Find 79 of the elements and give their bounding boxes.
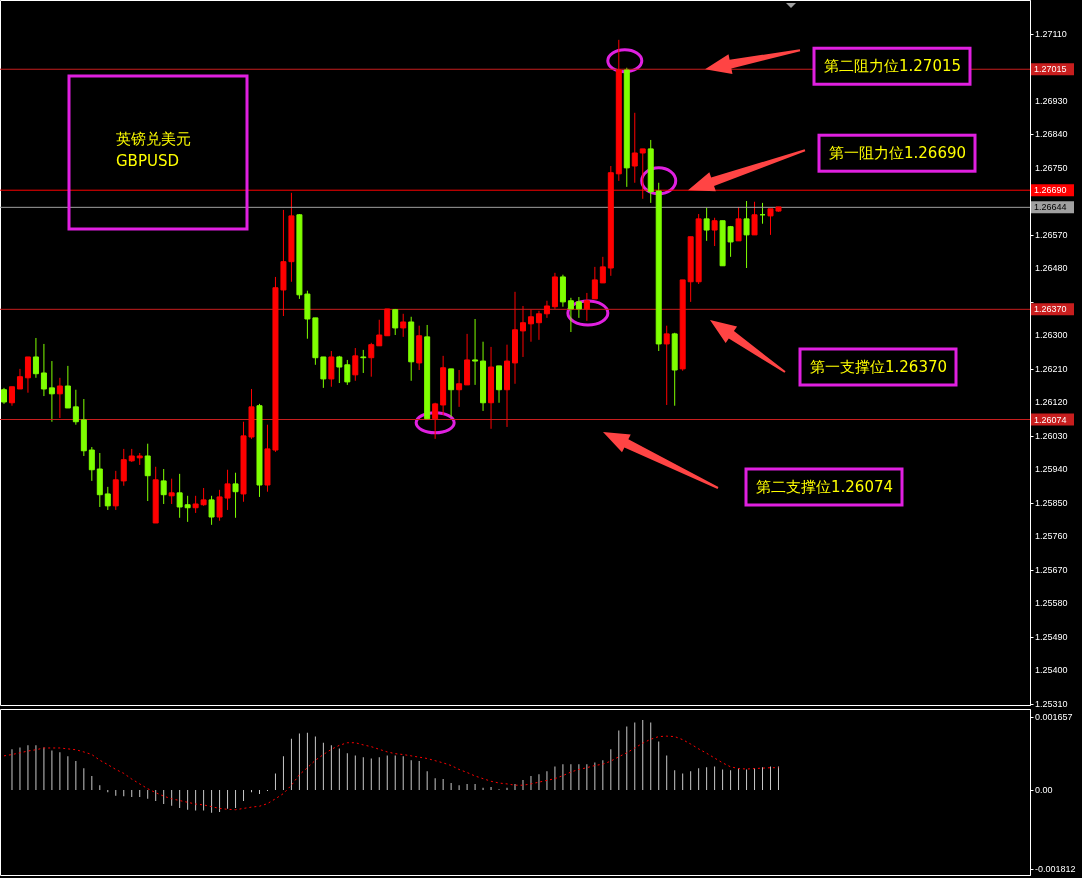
- y-tick-label: 1.26120: [1035, 397, 1068, 408]
- candlestick: [583, 292, 590, 322]
- candlestick: [751, 201, 758, 236]
- y-tick-label: 1.26480: [1035, 263, 1068, 274]
- annotation: 第一阻力位1.26690: [829, 144, 967, 163]
- candlestick: [527, 309, 534, 343]
- candlestick: [360, 349, 367, 374]
- candlestick: [40, 343, 47, 397]
- candlestick: [631, 112, 638, 184]
- y-tick-label: 0.001657: [1035, 712, 1073, 723]
- candlestick: [567, 297, 574, 333]
- text: GBPUSD: [116, 152, 180, 170]
- candlestick: [72, 389, 79, 426]
- candlestick: [48, 360, 55, 423]
- candlestick: [448, 368, 455, 418]
- y-tick-label: 1.25940: [1035, 464, 1068, 475]
- ref-line-label: 1.26644: [1034, 202, 1067, 213]
- candlestick: [472, 318, 479, 386]
- candlestick: [368, 342, 375, 378]
- candlestick: [168, 478, 175, 505]
- y-tick-label: 1.25760: [1035, 531, 1068, 542]
- candlestick: [392, 308, 399, 336]
- candlestick: [24, 356, 31, 394]
- y-tick-label: 1.26750: [1035, 162, 1068, 173]
- ref-line-label: 1.26370: [1034, 304, 1067, 315]
- candlestick: [336, 355, 343, 384]
- candlestick: [120, 448, 127, 487]
- candlestick: [591, 266, 598, 300]
- annotation: 第一支撑位1.26370: [810, 358, 948, 376]
- y-tick-label: 1.26840: [1035, 129, 1068, 140]
- ref-line-label: 1.26074: [1034, 414, 1067, 425]
- ref-line-label: 1.26690: [1034, 185, 1067, 196]
- y-tick-label: 1.25310: [1035, 698, 1068, 709]
- y-tick-label: 1.25580: [1035, 598, 1068, 609]
- candlestick: [400, 313, 407, 338]
- candlestick: [144, 443, 151, 502]
- y-tick-label: 1.26300: [1035, 330, 1068, 341]
- y-tick-label: 1.27110: [1035, 28, 1067, 39]
- candlestick: [543, 300, 550, 319]
- candlestick: [456, 369, 463, 408]
- candlestick: [104, 486, 111, 511]
- y-tick-label: 0.00: [1035, 785, 1053, 796]
- candlestick: [519, 305, 526, 358]
- candlestick: [743, 200, 750, 269]
- candlestick: [663, 325, 670, 406]
- candlestick: [344, 359, 351, 386]
- y-tick-label: -0.001812: [1035, 864, 1076, 875]
- candlestick: [64, 365, 71, 409]
- candlestick: [599, 256, 606, 284]
- y-tick-label: 1.25400: [1035, 665, 1068, 676]
- candlestick: [735, 206, 742, 242]
- annotation: 第二支撑位1.26074: [756, 478, 894, 496]
- candlestick: [703, 207, 710, 242]
- y-tick-label: 1.26210: [1035, 363, 1068, 374]
- y-tick-label: 1.26930: [1035, 95, 1068, 106]
- candlestick: [56, 377, 63, 419]
- candlestick: [8, 386, 15, 407]
- candlestick: [16, 368, 23, 390]
- candlestick: [232, 472, 239, 519]
- ref-line-label: 1.27015: [1034, 64, 1067, 75]
- candlestick: [208, 495, 215, 526]
- candlestick: [32, 337, 39, 379]
- y-tick-label: 1.26570: [1035, 229, 1068, 240]
- y-tick-label: 1.25490: [1035, 631, 1068, 642]
- candlestick: [376, 319, 383, 347]
- candlestick: [535, 310, 542, 341]
- candlestick: [575, 296, 582, 319]
- candlestick: [328, 350, 335, 388]
- annotation: 第二阻力位1.27015: [824, 57, 962, 76]
- candlestick: [711, 217, 718, 247]
- candlestick: [496, 365, 503, 404]
- text: 英镑兑美元: [116, 130, 191, 148]
- y-tick-label: 1.26030: [1035, 430, 1068, 441]
- candlestick: [160, 468, 167, 505]
- candlestick: [432, 402, 439, 440]
- candlestick: [352, 347, 359, 382]
- y-tick-label: 1.25850: [1035, 497, 1068, 508]
- y-tick-label: 1.25670: [1035, 564, 1068, 575]
- candlestick: [88, 446, 95, 482]
